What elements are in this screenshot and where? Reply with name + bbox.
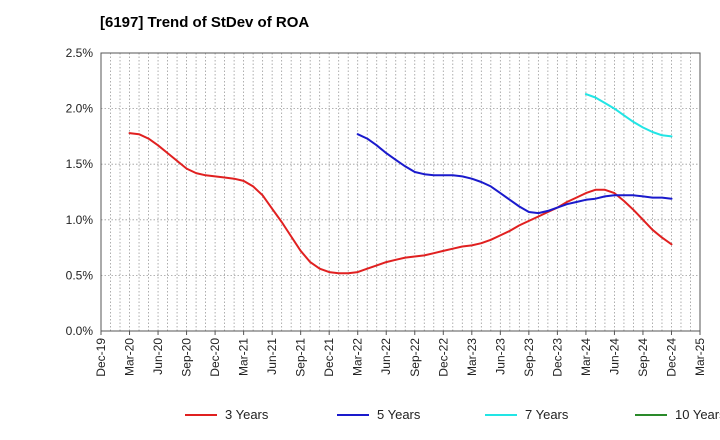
x-tick-label: Jun-22 <box>379 338 393 375</box>
grid-lines <box>101 53 700 331</box>
series-line-7-years <box>584 93 673 138</box>
x-tick-label: Sep-21 <box>294 338 308 377</box>
x-tick-label: Mar-21 <box>237 338 251 376</box>
y-tick-label: 0.5% <box>66 268 94 282</box>
y-tick-label: 2.5% <box>66 46 94 60</box>
series-line-3-years <box>128 132 673 275</box>
plot-frame <box>100 52 701 332</box>
x-tick-label: Dec-22 <box>436 338 450 377</box>
x-tick-label: Jun-24 <box>607 338 621 375</box>
x-tick-label: Sep-24 <box>636 338 650 377</box>
x-tick-label: Mar-24 <box>579 338 593 376</box>
legend-label: 7 Years <box>525 407 569 422</box>
x-tick-label: Dec-20 <box>208 338 222 377</box>
x-tick-label: Sep-20 <box>180 338 194 377</box>
series-lines <box>128 93 673 275</box>
y-tick-label: 0.0% <box>66 324 94 338</box>
legend-label: 10 Years <box>675 407 720 422</box>
x-tick-label: Dec-19 <box>94 338 108 377</box>
x-tick-label: Jun-23 <box>493 338 507 375</box>
axes: 0.0% 0.5% 1.0% 1.5% 2.0% 2.5% Dec-19 Mar-20 Jun-… <box>66 46 707 377</box>
x-tick-label: Mar-23 <box>465 338 479 376</box>
x-tick-label: Sep-22 <box>408 338 422 377</box>
x-tick-label: Jun-21 <box>265 338 279 375</box>
x-tick-label: Dec-23 <box>550 338 564 377</box>
x-tick-label: Mar-25 <box>693 338 707 376</box>
legend-label: 5 Years <box>377 407 421 422</box>
x-tick-label: Dec-21 <box>322 338 336 377</box>
x-tick-label: Sep-23 <box>522 338 536 377</box>
legend: 3 Years 5 Years 7 Years 10 Years <box>185 407 720 422</box>
x-tick-label: Dec-24 <box>664 338 678 377</box>
x-tick-label: Mar-22 <box>351 338 365 376</box>
y-tick-label: 1.5% <box>66 157 94 171</box>
series-line-5-years <box>356 133 673 215</box>
legend-label: 3 Years <box>225 407 269 422</box>
x-tick-label: Jun-20 <box>151 338 165 375</box>
y-tick-label: 1.0% <box>66 213 94 227</box>
x-tick-label: Mar-20 <box>123 338 137 376</box>
chart-title: [6197] Trend of StDev of ROA <box>100 14 310 31</box>
y-tick-label: 2.0% <box>66 102 94 116</box>
